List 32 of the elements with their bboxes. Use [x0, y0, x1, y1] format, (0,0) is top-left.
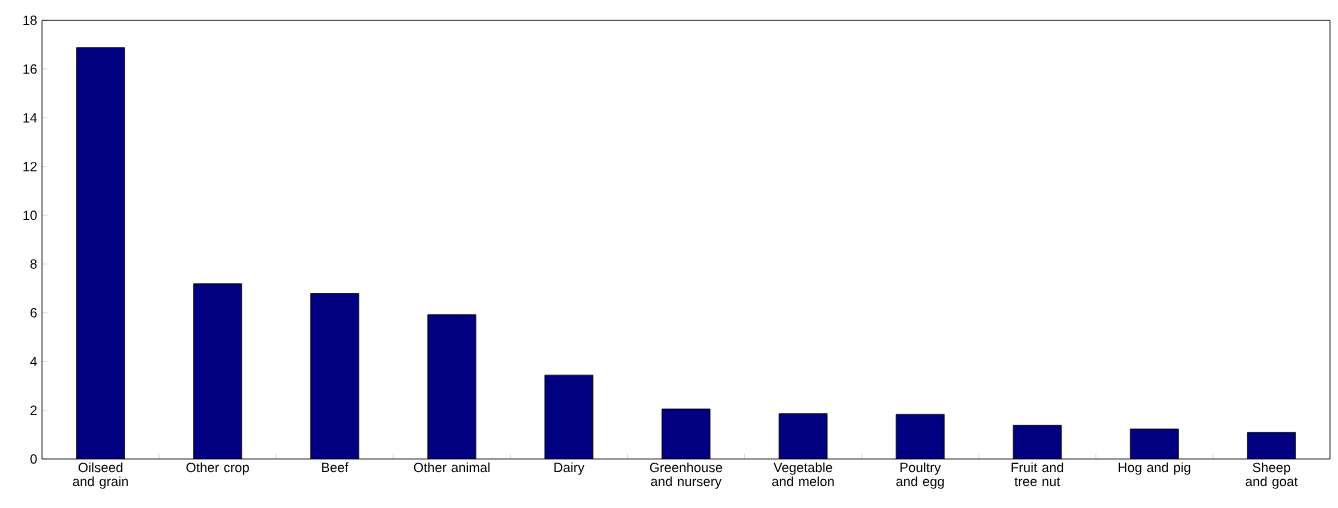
- x-tick-label: Sheep and goat: [1245, 462, 1298, 489]
- x-tick-label: Other crop: [186, 462, 249, 475]
- y-tick-label: 0: [30, 454, 37, 464]
- bar: [895, 414, 945, 459]
- bar: [778, 413, 828, 459]
- y-tick-label: 14: [23, 113, 37, 123]
- bar: [1012, 424, 1062, 459]
- y-tick-label: 10: [23, 210, 37, 221]
- bar: [310, 293, 360, 459]
- y-tick-label: 6: [30, 308, 37, 318]
- bar: [193, 283, 243, 459]
- x-tick-label: Greenhouse and nursery: [649, 462, 723, 489]
- x-tick-label: Hog and pig: [1118, 462, 1191, 475]
- y-tick-label: 2: [30, 405, 37, 415]
- y-tick-label: 12: [23, 161, 37, 172]
- x-tick-label: Other animal: [413, 462, 490, 473]
- x-tick-label: Poultry and egg: [896, 462, 944, 489]
- y-tick-label: 8: [30, 259, 37, 269]
- y-tick-label: 18: [23, 15, 37, 26]
- x-tick-label: Dairy: [554, 462, 585, 475]
- bar: [427, 314, 477, 459]
- y-tick-label: 16: [23, 64, 37, 74]
- bar: [1247, 432, 1296, 459]
- bar: [661, 408, 711, 459]
- x-tick-label: Fruit and tree nut: [1011, 462, 1064, 487]
- x-tick-label: Vegetable and melon: [772, 462, 834, 487]
- bar: [1129, 428, 1179, 459]
- bar: [76, 47, 125, 459]
- x-tick-label: Oilseed and grain: [72, 462, 128, 489]
- x-tick-label: Beef: [322, 462, 349, 473]
- y-tick-label: 4: [30, 356, 37, 367]
- bar: [544, 374, 594, 459]
